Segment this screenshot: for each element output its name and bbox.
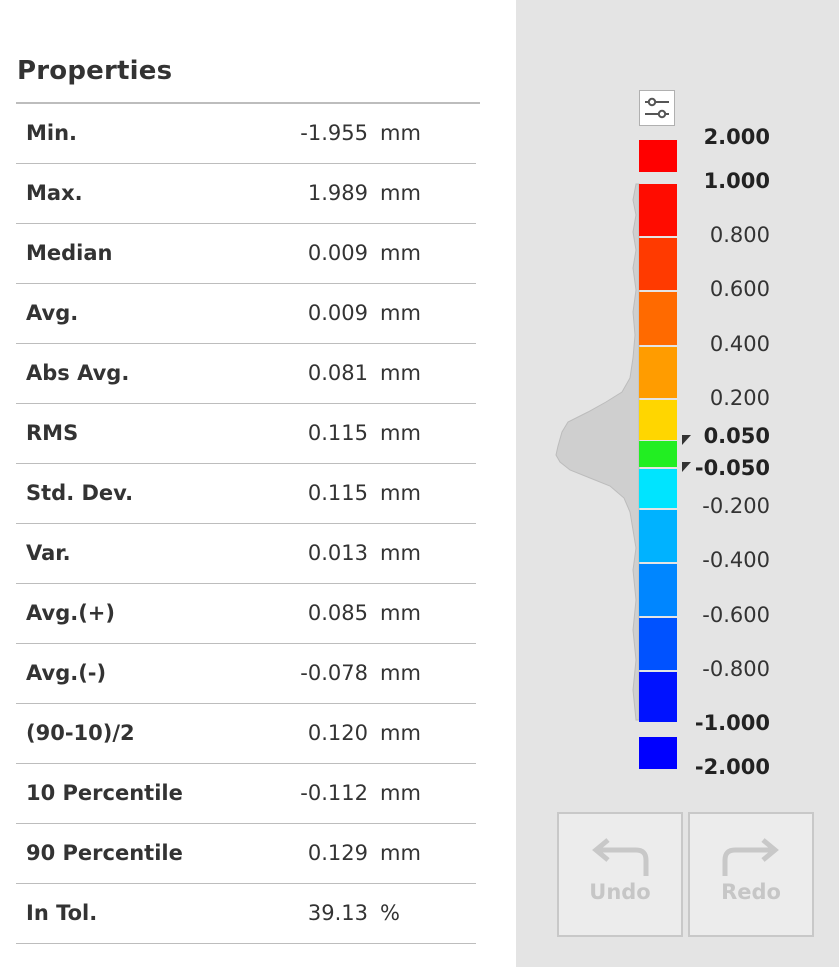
property-value: 0.115 xyxy=(307,481,368,505)
property-unit: mm xyxy=(380,421,421,445)
property-label: Std. Dev. xyxy=(26,481,134,505)
title-divider xyxy=(16,102,480,104)
property-value: 0.129 xyxy=(307,841,368,865)
property-unit: mm xyxy=(380,241,421,265)
property-label: Avg.(-) xyxy=(26,661,107,685)
property-value: 0.085 xyxy=(307,601,368,625)
property-unit: mm xyxy=(380,841,421,865)
property-row: Avg.(-) -0.078 mm xyxy=(16,644,476,704)
property-row: Std. Dev. 0.115 mm xyxy=(16,464,476,524)
property-unit: mm xyxy=(380,601,421,625)
property-value: -0.112 xyxy=(300,781,368,805)
property-label: Median xyxy=(26,241,113,265)
redo-arrow-icon xyxy=(722,838,779,876)
panel-title: Properties xyxy=(17,56,173,86)
property-value: 0.009 xyxy=(307,241,368,265)
scale-settings-button[interactable] xyxy=(639,90,675,126)
property-label: RMS xyxy=(26,421,79,445)
property-row: Median 0.009 mm xyxy=(16,224,476,284)
property-value: 0.120 xyxy=(307,721,368,745)
property-unit: mm xyxy=(380,661,421,685)
property-value: 0.081 xyxy=(307,361,368,385)
property-row: Min. -1.955 mm xyxy=(16,104,476,164)
property-label: Max. xyxy=(26,181,83,205)
property-row: Avg. 0.009 mm xyxy=(16,284,476,344)
property-label: Var. xyxy=(26,541,71,565)
property-label: 10 Percentile xyxy=(26,781,183,805)
property-value: -1.955 xyxy=(300,121,368,145)
property-label: (90-10)/2 xyxy=(26,721,135,745)
property-unit: mm xyxy=(380,721,421,745)
property-label: 90 Percentile xyxy=(26,841,183,865)
property-label: Abs Avg. xyxy=(26,361,130,385)
property-row: Max. 1.989 mm xyxy=(16,164,476,224)
property-row: Abs Avg. 0.081 mm xyxy=(16,344,476,404)
property-label: In Tol. xyxy=(26,901,98,925)
property-unit: mm xyxy=(380,541,421,565)
undo-button[interactable]: Undo xyxy=(557,812,683,937)
property-unit: mm xyxy=(380,781,421,805)
property-unit: mm xyxy=(380,181,421,205)
property-row: Avg.(+) 0.085 mm xyxy=(16,584,476,644)
property-row: In Tol. 39.13% xyxy=(16,884,476,944)
property-unit: mm xyxy=(380,301,421,325)
undo-arrow-icon xyxy=(592,838,649,876)
property-value: 0.115 xyxy=(307,421,368,445)
property-row: 90 Percentile 0.129 mm xyxy=(16,824,476,884)
property-label: Avg.(+) xyxy=(26,601,115,625)
property-label: Min. xyxy=(26,121,78,145)
property-row: RMS 0.115 mm xyxy=(16,404,476,464)
properties-table: Min. -1.955 mm Max. 1.989 mm Median 0.009 mm Avg.… xyxy=(16,104,476,944)
property-row: 10 Percentile -0.112 mm xyxy=(16,764,476,824)
property-label: Avg. xyxy=(26,301,79,325)
property-row: Var. 0.013 mm xyxy=(16,524,476,584)
property-row: (90-10)/2 0.120 mm xyxy=(16,704,476,764)
property-value: 39.13 xyxy=(307,901,368,925)
property-value: -0.078 xyxy=(300,661,368,685)
undo-label: Undo xyxy=(589,880,651,904)
property-value: 1.989 xyxy=(307,181,368,205)
redo-label: Redo xyxy=(721,880,781,904)
property-unit: % xyxy=(380,901,400,925)
property-value: 0.009 xyxy=(307,301,368,325)
redo-button[interactable]: Redo xyxy=(688,812,814,937)
properties-panel: Properties Min. -1.955 mm Max. 1.989 mm Median… xyxy=(16,56,480,944)
property-value: 0.013 xyxy=(307,541,368,565)
sliders-icon xyxy=(645,97,669,119)
property-unit: mm xyxy=(380,361,421,385)
property-unit: mm xyxy=(380,121,421,145)
property-unit: mm xyxy=(380,481,421,505)
